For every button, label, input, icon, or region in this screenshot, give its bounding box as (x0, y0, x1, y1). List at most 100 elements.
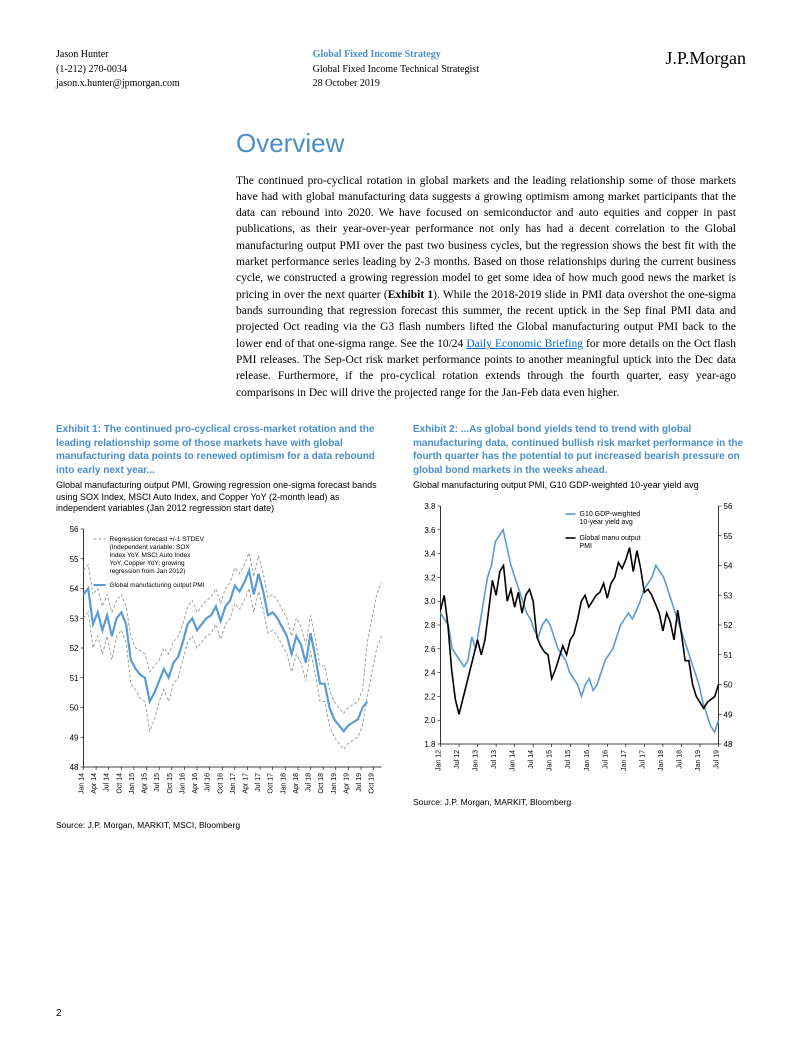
svg-text:Oct 15: Oct 15 (167, 773, 174, 794)
svg-text:2.6: 2.6 (424, 645, 436, 654)
svg-text:PMI: PMI (580, 543, 593, 550)
svg-text:3.2: 3.2 (424, 573, 436, 582)
body-exhibit-ref: Exhibit 1 (388, 289, 433, 301)
svg-text:Apr 16: Apr 16 (192, 773, 199, 794)
svg-text:Global manufacturing output PM: Global manufacturing output PMI (110, 582, 205, 589)
svg-text:Regression forecast +/-1 STDEV: Regression forecast +/-1 STDEV (110, 536, 205, 543)
svg-text:Jul 19: Jul 19 (356, 773, 363, 792)
svg-text:Oct 17: Oct 17 (268, 773, 275, 794)
exhibit2-title: Exhibit 2: ...As global bond yields tend… (413, 423, 746, 477)
svg-text:Jan 12: Jan 12 (436, 750, 443, 771)
body-part1: The continued pro-cyclical rotation in g… (236, 175, 736, 301)
author-phone: (1-212) 270-0034 (56, 63, 273, 78)
page-header: Jason Hunter (1-212) 270-0034 jason.x.hu… (56, 48, 746, 92)
svg-text:53: 53 (70, 614, 79, 623)
doc-info-block: Global Fixed Income Strategy Global Fixe… (273, 48, 530, 92)
svg-text:50: 50 (724, 680, 733, 689)
svg-text:Apr 17: Apr 17 (242, 773, 249, 794)
svg-text:Oct 14: Oct 14 (116, 773, 123, 794)
svg-text:Oct 16: Oct 16 (217, 773, 224, 794)
exhibit1-source: Source: J.P. Morgan, MARKIT, MSCI, Bloom… (56, 820, 389, 830)
main-content: Overview The continued pro-cyclical rota… (236, 128, 736, 402)
svg-text:Oct 19: Oct 19 (369, 773, 376, 794)
svg-text:Jul 14: Jul 14 (104, 773, 111, 792)
svg-text:Jan 17: Jan 17 (230, 773, 237, 794)
svg-text:1.8: 1.8 (424, 740, 436, 749)
svg-text:10-year yield avg: 10-year yield avg (580, 519, 633, 526)
svg-text:Jan 18: Jan 18 (280, 773, 287, 794)
svg-text:Jan 19: Jan 19 (695, 750, 702, 771)
svg-text:51: 51 (70, 674, 79, 683)
svg-text:50: 50 (70, 704, 79, 713)
svg-text:Jan 19: Jan 19 (331, 773, 338, 794)
svg-text:56: 56 (70, 525, 79, 534)
svg-text:Jul 17: Jul 17 (639, 750, 646, 769)
svg-text:Oct 18: Oct 18 (318, 773, 325, 794)
svg-text:2.2: 2.2 (424, 692, 436, 701)
exhibit-1: Exhibit 1: The continued pro-cyclical cr… (56, 423, 389, 830)
exhibit2-subtitle: Global manufacturing output PMI, G10 GDP… (413, 480, 746, 492)
svg-text:Jul 16: Jul 16 (205, 773, 212, 792)
svg-text:YoY, Copper YoY; growing: YoY, Copper YoY; growing (110, 560, 185, 567)
exhibit2-chart: 1.8 2.0 2.2 2.4 2.6 2.8 3.0 3.2 3.4 3.6 3.8 48 49 50 5… (413, 498, 746, 788)
svg-text:Apr 15: Apr 15 (142, 773, 149, 794)
svg-text:Jan 13: Jan 13 (473, 750, 480, 771)
svg-text:3.4: 3.4 (424, 549, 436, 558)
svg-text:49: 49 (724, 710, 733, 719)
svg-text:52: 52 (724, 621, 733, 630)
daily-economic-briefing-link[interactable]: Daily Economic Briefing (466, 338, 583, 350)
exhibit2-source: Source: J.P. Morgan, MARKIT, Bloomberg (413, 797, 746, 807)
exhibit1-title: Exhibit 1: The continued pro-cyclical cr… (56, 423, 389, 477)
exhibits-row: Exhibit 1: The continued pro-cyclical cr… (56, 423, 746, 830)
svg-text:Jul 15: Jul 15 (565, 750, 572, 769)
svg-text:Jan 16: Jan 16 (179, 773, 186, 794)
svg-text:53: 53 (724, 591, 733, 600)
svg-text:56: 56 (724, 502, 733, 511)
author-email: jason.x.hunter@jpmorgan.com (56, 77, 273, 92)
svg-text:Apr 14: Apr 14 (91, 773, 98, 794)
exhibit1-subtitle: Global manufacturing output PMI, Growing… (56, 480, 389, 515)
svg-text:Jul 12: Jul 12 (454, 750, 461, 769)
overview-body: The continued pro-cyclical rotation in g… (236, 173, 736, 402)
svg-text:Jan 15: Jan 15 (129, 773, 136, 794)
svg-text:3.0: 3.0 (424, 597, 436, 606)
svg-text:Jul 18: Jul 18 (676, 750, 683, 769)
author-block: Jason Hunter (1-212) 270-0034 jason.x.hu… (56, 48, 273, 92)
doc-date: 28 October 2019 (313, 77, 530, 92)
svg-text:Index YoY, MSCI Auto Index: Index YoY, MSCI Auto Index (110, 552, 192, 559)
overview-title: Overview (236, 128, 736, 159)
svg-text:Apr 19: Apr 19 (343, 773, 350, 794)
doc-role: Global Fixed Income Technical Strategist (313, 63, 530, 78)
svg-text:51: 51 (724, 651, 733, 660)
page-number: 2 (56, 1008, 62, 1019)
svg-text:54: 54 (70, 585, 79, 594)
svg-text:Global manu output: Global manu output (580, 535, 641, 542)
svg-text:G10 GDP-weighted: G10 GDP-weighted (580, 511, 641, 518)
exhibit1-chart: 484950515253545556Jan 14Apr 14Jul 14Oct … (56, 521, 389, 811)
svg-text:Jul 14: Jul 14 (528, 750, 535, 769)
svg-text:Jul 13: Jul 13 (491, 750, 498, 769)
svg-text:Jan 18: Jan 18 (658, 750, 665, 771)
svg-text:Jul 18: Jul 18 (306, 773, 313, 792)
svg-text:Jan 14: Jan 14 (510, 750, 517, 771)
svg-text:52: 52 (70, 644, 79, 653)
svg-text:(Independent variable: SOX: (Independent variable: SOX (110, 544, 191, 551)
svg-text:Jan 16: Jan 16 (584, 750, 591, 771)
svg-text:Jul 16: Jul 16 (602, 750, 609, 769)
svg-text:48: 48 (724, 740, 733, 749)
svg-text:2.0: 2.0 (424, 716, 436, 725)
svg-text:48: 48 (70, 763, 79, 772)
exhibit-2: Exhibit 2: ...As global bond yields tend… (413, 423, 746, 830)
doc-group: Global Fixed Income Strategy (313, 48, 530, 63)
svg-text:3.8: 3.8 (424, 502, 436, 511)
svg-text:55: 55 (70, 555, 79, 564)
svg-text:Jan 17: Jan 17 (621, 750, 628, 771)
svg-text:3.6: 3.6 (424, 526, 436, 535)
svg-text:2.4: 2.4 (424, 668, 436, 677)
svg-text:Jul 15: Jul 15 (154, 773, 161, 792)
svg-text:Jan 15: Jan 15 (547, 750, 554, 771)
svg-text:49: 49 (70, 733, 79, 742)
svg-text:regression from Jan 2012): regression from Jan 2012) (110, 568, 186, 575)
svg-text:2.8: 2.8 (424, 621, 436, 630)
svg-text:55: 55 (724, 532, 733, 541)
